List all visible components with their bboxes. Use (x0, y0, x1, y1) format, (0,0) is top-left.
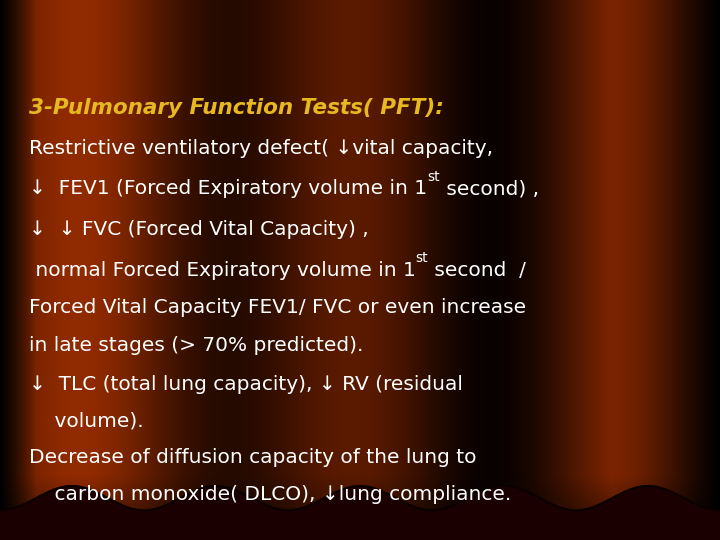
Text: Restrictive ventilatory defect( ↓vital capacity,: Restrictive ventilatory defect( ↓vital c… (29, 139, 493, 158)
Text: in late stages (> 70% predicted).: in late stages (> 70% predicted). (29, 336, 363, 355)
Text: volume).: volume). (29, 411, 143, 431)
Text: ↓  FEV1 (Forced Expiratory volume in 1: ↓ FEV1 (Forced Expiratory volume in 1 (29, 179, 427, 199)
Text: ↓  ↓ FVC (Forced Vital Capacity) ,: ↓ ↓ FVC (Forced Vital Capacity) , (29, 220, 369, 239)
Text: st: st (415, 251, 428, 265)
Text: st: st (427, 170, 439, 184)
Text: 3-Pulmonary Function Tests( PFT):: 3-Pulmonary Function Tests( PFT): (29, 98, 444, 118)
Text: carbon monoxide( DLCO), ↓lung compliance.: carbon monoxide( DLCO), ↓lung compliance… (29, 484, 511, 504)
Text: Decrease of diffusion capacity of the lung to: Decrease of diffusion capacity of the lu… (29, 448, 477, 468)
Text: ↓  TLC (total lung capacity), ↓ RV (residual: ↓ TLC (total lung capacity), ↓ RV (resid… (29, 375, 463, 394)
Text: normal Forced Expiratory volume in 1: normal Forced Expiratory volume in 1 (29, 260, 415, 280)
Text: second) ,: second) , (439, 179, 539, 199)
Text: Forced Vital Capacity FEV1/ FVC or even increase: Forced Vital Capacity FEV1/ FVC or even … (29, 298, 526, 318)
Text: second  /: second / (428, 260, 526, 280)
